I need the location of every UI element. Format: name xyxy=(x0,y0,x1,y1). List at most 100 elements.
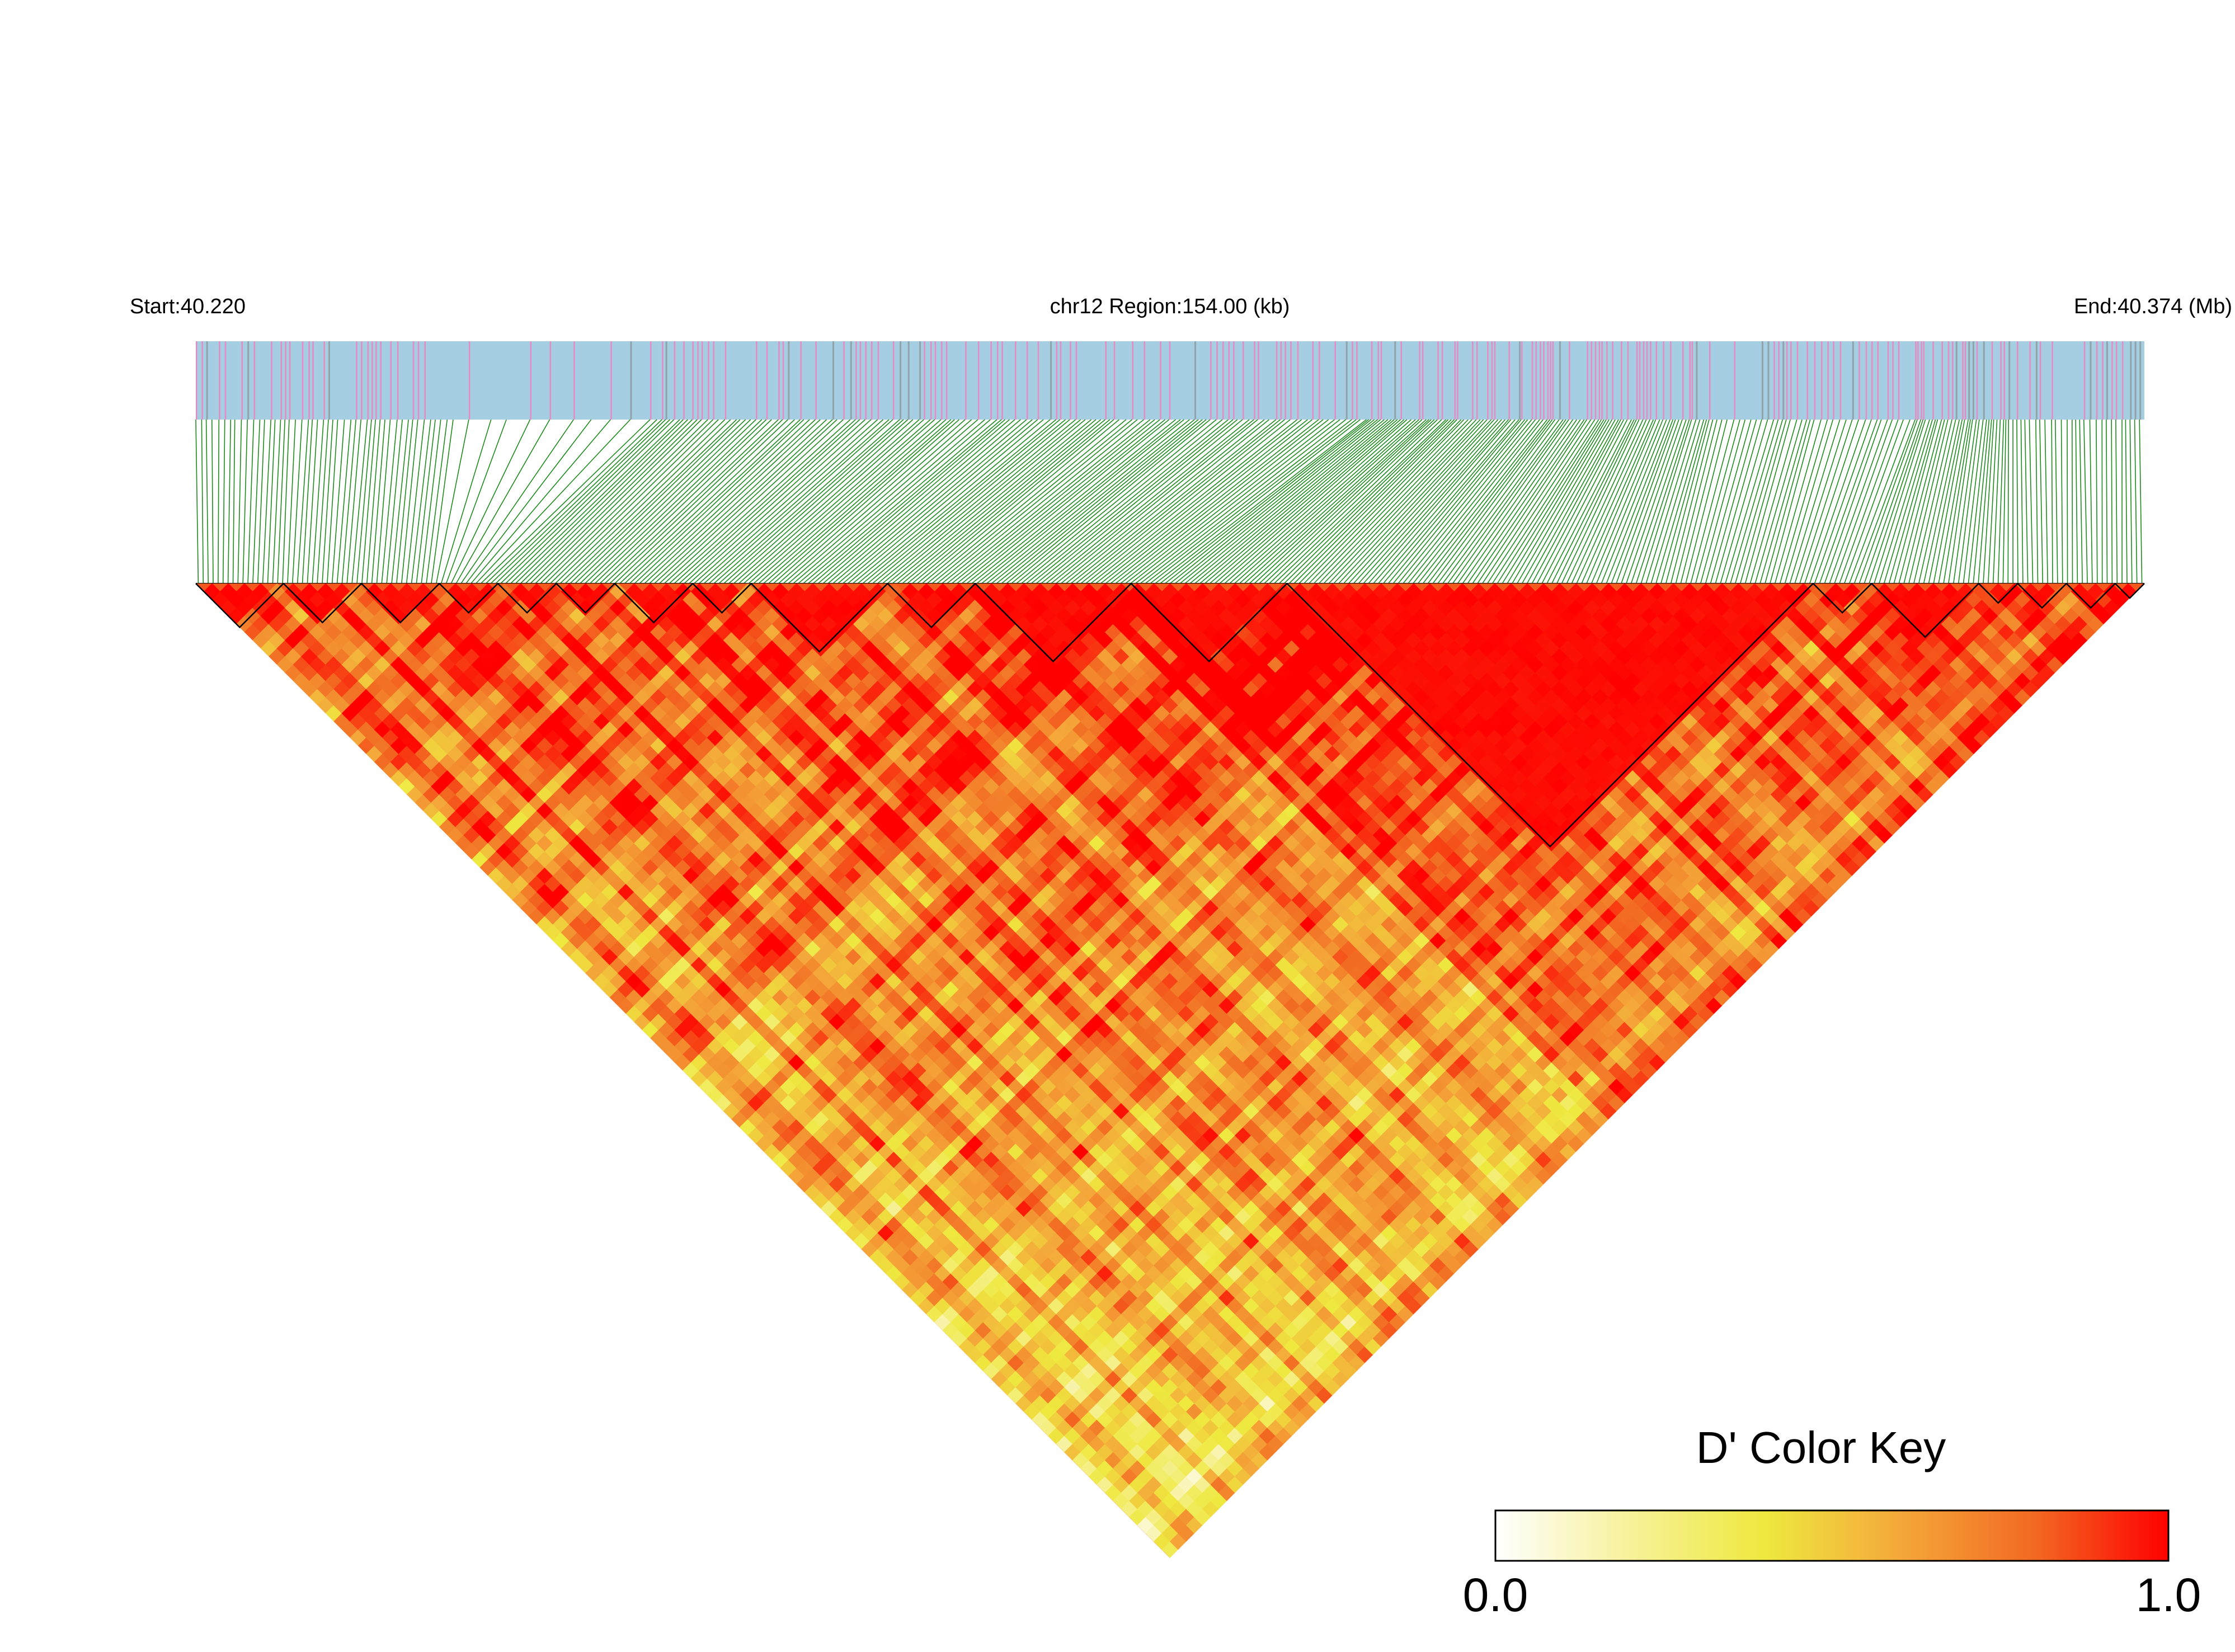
ld-cell xyxy=(520,900,538,917)
ld-cell xyxy=(553,916,570,933)
snp-mark xyxy=(1290,341,1292,420)
snp-connector-line xyxy=(575,419,746,584)
snp-mark xyxy=(417,341,420,420)
snp-connector-line xyxy=(1070,419,1277,584)
snp-connector-line xyxy=(1477,419,1588,584)
snp-connector-line xyxy=(1135,419,1347,584)
snp-connector-line xyxy=(728,419,914,584)
snp-connector-line xyxy=(738,419,924,584)
snp-connector-line xyxy=(1378,419,1519,584)
snp-connector-line xyxy=(1879,419,1930,584)
ld-cell xyxy=(829,1208,846,1226)
snp-mark xyxy=(934,341,937,420)
ld-cell xyxy=(926,1306,943,1323)
snp-connector-line xyxy=(1670,419,1714,584)
ld-cell xyxy=(415,745,432,763)
snp-connector-line xyxy=(2020,419,2024,584)
snp-connector-line xyxy=(1229,419,1416,584)
snp-mark xyxy=(1216,341,1218,420)
snp-connector-line xyxy=(2035,419,2039,584)
ld-cell xyxy=(236,583,253,600)
snp-connector-line xyxy=(1491,419,1599,584)
snp-connector-line xyxy=(689,419,872,584)
snp-connector-line xyxy=(619,419,795,584)
snp-connector-line xyxy=(1581,419,1654,584)
snp-connector-line xyxy=(205,419,209,584)
snp-connector-line xyxy=(1145,419,1357,584)
snp-connector-line xyxy=(669,419,851,584)
snp-connector-line xyxy=(481,419,651,584)
ld-cell xyxy=(293,591,310,609)
snp-connector-line xyxy=(1893,419,1938,584)
snp-connector-line xyxy=(1512,419,1610,584)
snp-connector-line xyxy=(609,419,783,584)
snp-mark xyxy=(756,341,757,420)
snp-connector-line xyxy=(1239,419,1423,584)
snp-connector-line xyxy=(436,419,469,584)
ld-cell xyxy=(934,1314,952,1331)
snp-connector-line xyxy=(580,419,751,584)
snp-mark xyxy=(1394,341,1396,420)
snp-connector-line xyxy=(1338,419,1492,584)
ld-cell xyxy=(285,583,302,600)
snp-mark xyxy=(1243,341,1244,420)
snp-connector-line xyxy=(1591,419,1660,584)
snp-connector-line xyxy=(1556,419,1637,584)
snp-connector-line xyxy=(1482,419,1592,584)
snp-connector-line xyxy=(1110,419,1319,584)
snp-mark xyxy=(924,341,925,420)
snp-mark xyxy=(665,341,667,420)
snp-connector-line xyxy=(1576,419,1650,584)
snp-connector-line xyxy=(1179,419,1381,584)
snp-mark xyxy=(1932,341,1934,420)
snp-connector-line xyxy=(396,419,413,584)
snp-connector-line xyxy=(2016,419,2018,584)
snp-connector-line xyxy=(1085,419,1291,584)
snp-connector-line xyxy=(599,419,772,584)
ld-cell xyxy=(285,599,302,616)
snp-mark xyxy=(1827,341,1829,420)
snp-connector-line xyxy=(877,419,1076,584)
snp-connector-line xyxy=(699,419,884,584)
ld-cell xyxy=(276,591,294,609)
snp-mark xyxy=(1790,341,1792,420)
snp-connector-line xyxy=(991,419,1195,584)
snp-connector-line xyxy=(1720,419,1768,584)
snp-connector-line xyxy=(897,419,1097,584)
snp-mark xyxy=(1682,341,1684,420)
snp-connector-line xyxy=(1700,419,1746,584)
snp-connector-line xyxy=(336,419,352,584)
snp-connector-line xyxy=(1130,419,1340,584)
snp-connector-line xyxy=(1735,419,1784,584)
snp-connector-line xyxy=(559,419,731,584)
snp-connector-line xyxy=(1447,419,1566,584)
snp-mark xyxy=(701,341,703,420)
snp-connector-line xyxy=(1234,419,1419,584)
snp-connector-line xyxy=(2089,419,2093,584)
snp-connector-line xyxy=(1309,419,1469,584)
snp-connector-line xyxy=(1601,419,1667,584)
snp-mark xyxy=(549,341,552,420)
snp-connector-line xyxy=(307,419,318,584)
snp-connector-line xyxy=(1343,419,1495,584)
snp-mark xyxy=(241,341,243,420)
snp-connector-line xyxy=(1913,419,1952,584)
snp-connector-line xyxy=(1001,419,1203,584)
snp-connector-line xyxy=(500,419,670,584)
snp-mark xyxy=(1441,341,1443,420)
snp-connector-line xyxy=(793,419,985,584)
snp-mark xyxy=(724,341,727,420)
snp-mark xyxy=(1991,341,1993,420)
ld-cell xyxy=(739,1086,756,1104)
snp-connector-line xyxy=(312,419,324,584)
ld-cell xyxy=(252,599,270,616)
snp-connector-line xyxy=(2072,419,2073,584)
snp-mark xyxy=(1767,341,1770,420)
snp-mark xyxy=(977,341,980,420)
snp-connector-line xyxy=(341,419,356,584)
snp-mark xyxy=(815,341,817,420)
snp-connector-line xyxy=(1051,419,1254,584)
snp-connector-line xyxy=(554,419,726,584)
snp-mark xyxy=(1550,341,1551,420)
